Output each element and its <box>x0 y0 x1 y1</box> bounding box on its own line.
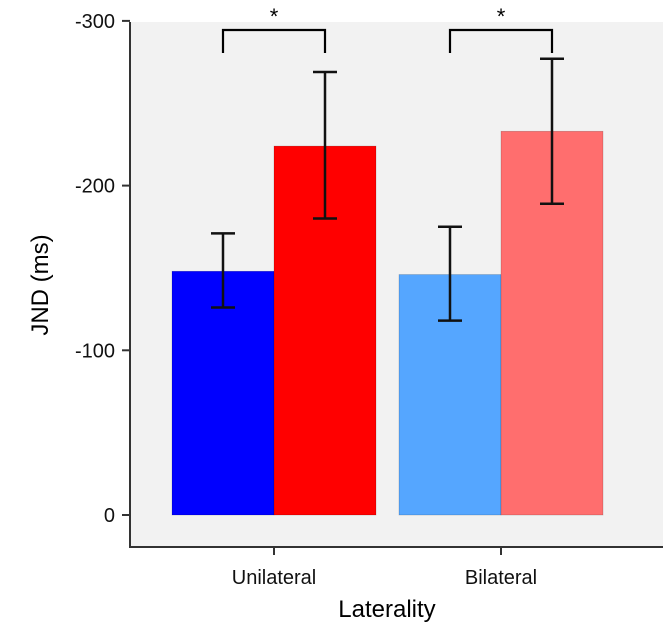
y-axis-title: JND (ms) <box>27 234 54 335</box>
x-axis-title: Laterality <box>338 596 435 623</box>
significance-bracket <box>221 28 327 53</box>
y-tick-label: 0 <box>104 505 115 527</box>
x-ticks-layer: Unilateral Bilateral <box>232 547 537 589</box>
error-bars-layer <box>211 57 564 322</box>
y-ticks-layer: 0 -100 -200 -300 <box>75 11 130 527</box>
y-tick-label: -100 <box>75 340 115 362</box>
y-tick-label: -200 <box>75 176 115 198</box>
x-tick-label: Unilateral <box>232 567 316 589</box>
significance-bracket <box>448 28 554 53</box>
significance-layer: * * <box>221 4 554 53</box>
error-bar <box>540 57 564 205</box>
error-bar <box>438 225 462 322</box>
y-tick-label: -300 <box>75 11 115 33</box>
significance-asterisk: * <box>270 4 279 29</box>
x-tick-label: Bilateral <box>465 567 537 589</box>
error-bar <box>313 70 337 220</box>
significance-asterisk: * <box>497 4 506 29</box>
bar <box>171 270 275 516</box>
error-bar <box>211 232 235 309</box>
